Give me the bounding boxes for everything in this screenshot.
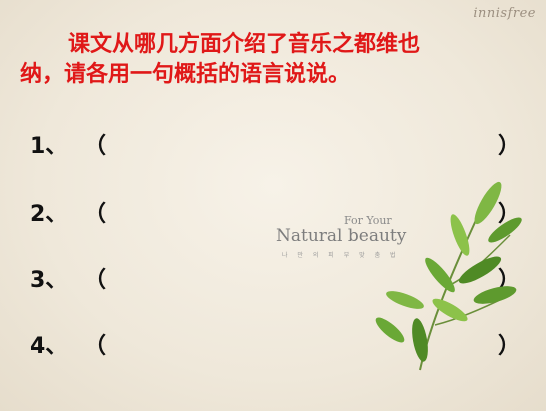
question-text: 课文从哪几方面介绍了音乐之都维也 纳，请各用一句概括的语言说说。 xyxy=(20,30,530,90)
natural-beauty-text: Natural beauty xyxy=(276,226,407,246)
answer-number: 2、 xyxy=(30,202,68,227)
for-your-text: For Your xyxy=(344,214,392,227)
open-paren: （ xyxy=(84,134,107,159)
answer-row-1: 1、 （ ） xyxy=(30,128,520,159)
question-line-2: 纳，请各用一句概括的语言说说。 xyxy=(20,62,351,87)
close-paren: ） xyxy=(497,334,520,359)
open-paren: （ xyxy=(84,202,107,227)
answer-number: 1、 xyxy=(30,134,68,159)
question-line-1: 课文从哪几方面介绍了音乐之都维也 xyxy=(68,32,421,57)
answer-number: 3、 xyxy=(30,268,68,293)
answer-number: 4、 xyxy=(30,334,68,359)
brand-logo: innisfree xyxy=(473,6,536,21)
answer-row-4: 4、 （ ） xyxy=(30,328,520,359)
open-paren: （ xyxy=(84,268,107,293)
open-paren: （ xyxy=(84,334,107,359)
green-leaves-icon xyxy=(375,181,522,371)
korean-tagline: 나 만 의 피 부 맞 춤 법 xyxy=(282,252,400,259)
close-paren: ） xyxy=(497,134,520,159)
